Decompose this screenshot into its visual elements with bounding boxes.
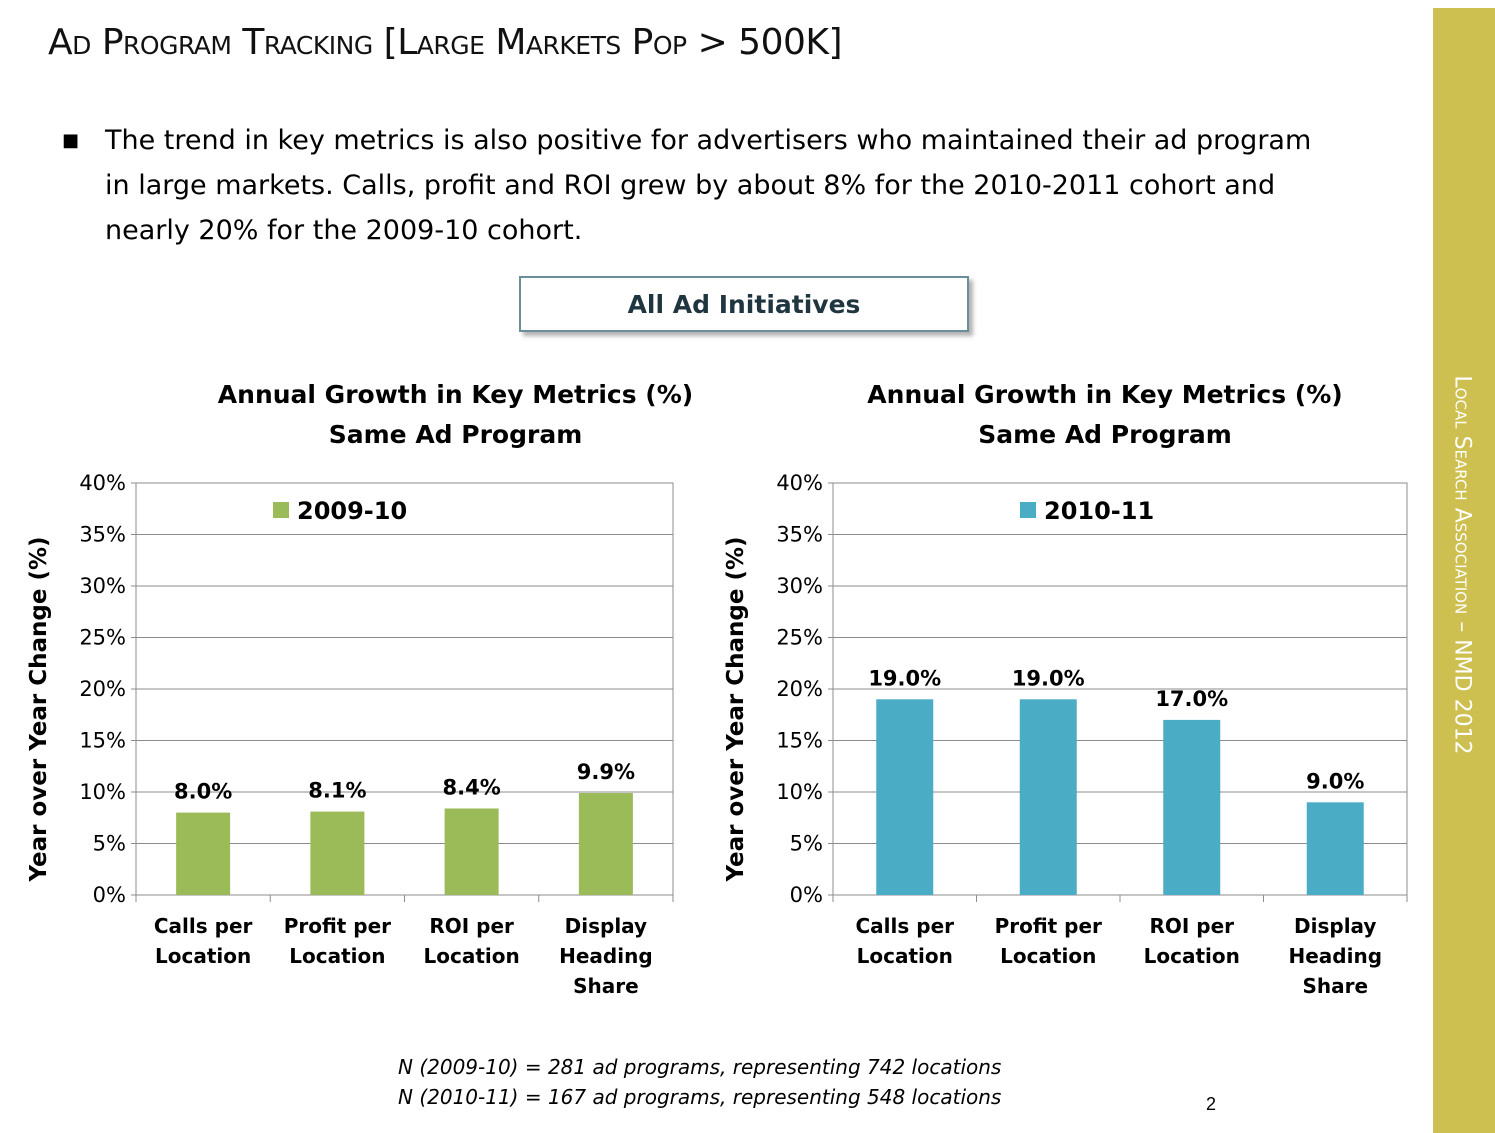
data-label: 9.0% xyxy=(1306,769,1364,793)
category-label: Calls per Location xyxy=(154,914,253,968)
sidebar-band xyxy=(1433,8,1495,1133)
chart-title: Annual Growth in Key Metrics (%) xyxy=(867,380,1343,409)
bar xyxy=(876,699,934,895)
y-tick-label: 15% xyxy=(79,729,126,753)
chart-title-block: Annual Growth in Key Metrics (%) Same Ad… xyxy=(755,375,1455,455)
data-label: 8.0% xyxy=(174,780,232,804)
y-tick-label: 35% xyxy=(776,523,823,547)
data-label: 8.4% xyxy=(443,775,501,799)
bullet-square-icon: ■ xyxy=(62,130,80,151)
data-label: 19.0% xyxy=(1012,666,1085,690)
category-label: Display Heading Share xyxy=(559,914,653,998)
bar xyxy=(176,812,231,895)
bar xyxy=(1163,719,1221,895)
chart-2009-10: Annual Growth in Key Metrics (%) Same Ad… xyxy=(18,375,698,1035)
y-tick-label: 35% xyxy=(79,523,126,547)
category-label: ROI per Location xyxy=(1144,914,1240,968)
y-tick-label: 10% xyxy=(776,780,823,804)
y-tick-label: 0% xyxy=(790,883,823,907)
legend-label: 2009-10 xyxy=(297,497,407,525)
chart-svg: 0% 5% 10% 15% 20% 25% 30% 35% 40% Year over Year … xyxy=(723,471,1408,998)
y-tick-label: 10% xyxy=(79,780,126,804)
legend-swatch xyxy=(1020,502,1036,518)
y-tick-label: 30% xyxy=(79,574,126,598)
bar xyxy=(1019,699,1077,895)
footnote-2009-10: N (2009-10) = 281 ad programs, represent… xyxy=(398,1055,1002,1079)
y-tick-label: 30% xyxy=(776,574,823,598)
y-tick-label: 40% xyxy=(79,471,126,495)
chart-subtitle: Same Ad Program xyxy=(978,420,1232,449)
chart-svg: 0% 5% 10% 15% 20% 25% 30% 35% 40% Year over Year … xyxy=(26,471,674,998)
chart-subtitle: Same Ad Program xyxy=(328,420,583,449)
bar xyxy=(310,811,365,895)
category-label: ROI per Location xyxy=(424,914,520,968)
y-tick-label: 0% xyxy=(93,883,126,907)
footnotes: N (2009-10) = 281 ad programs, represent… xyxy=(398,1052,1001,1112)
y-tick-label: 5% xyxy=(790,832,823,856)
footnote-2010-11: N (2010-11) = 167 ad programs, represent… xyxy=(398,1085,1002,1109)
page-number: 2 xyxy=(1206,1094,1217,1114)
bar xyxy=(578,793,633,895)
chart-title: Annual Growth in Key Metrics (%) xyxy=(217,380,694,409)
y-tick-label: 20% xyxy=(776,677,823,701)
y-tick-label: 25% xyxy=(79,626,126,650)
y-axis-title: Year over Year Change (%) xyxy=(26,536,52,882)
legend-swatch xyxy=(273,502,289,518)
slide-title: Ad Program Tracking [Large Markets Pop >… xyxy=(48,22,843,63)
chart-title-block: Annual Growth in Key Metrics (%) Same Ad… xyxy=(118,375,793,455)
y-tick-label: 20% xyxy=(79,677,126,701)
bar xyxy=(1306,802,1364,895)
chart-2010-11: Annual Growth in Key Metrics (%) Same Ad… xyxy=(715,375,1425,1035)
category-label: Profit per Location xyxy=(284,914,391,968)
y-axis-title: Year over Year Change (%) xyxy=(723,536,749,882)
data-label: 9.9% xyxy=(577,760,635,784)
data-label: 19.0% xyxy=(868,666,941,690)
y-tick-label: 5% xyxy=(93,832,126,856)
y-tick-label: 15% xyxy=(776,729,823,753)
y-tick-label: 40% xyxy=(776,471,823,495)
category-label: Profit per Location xyxy=(995,914,1102,968)
bullet-text: The trend in key metrics is also positiv… xyxy=(105,125,1312,246)
y-tick-label: 25% xyxy=(776,626,823,650)
data-label: 17.0% xyxy=(1155,687,1228,711)
bar xyxy=(444,808,499,895)
data-label: 8.1% xyxy=(308,779,366,803)
all-ad-initiatives-box: All Ad Initiatives xyxy=(519,276,969,332)
category-label: Display Heading Share xyxy=(1288,914,1382,998)
sidebar-text: Local Search Association – NMD 2012 xyxy=(1449,375,1475,755)
legend-label: 2010-11 xyxy=(1044,497,1154,525)
category-label: Calls per Location xyxy=(856,914,955,968)
